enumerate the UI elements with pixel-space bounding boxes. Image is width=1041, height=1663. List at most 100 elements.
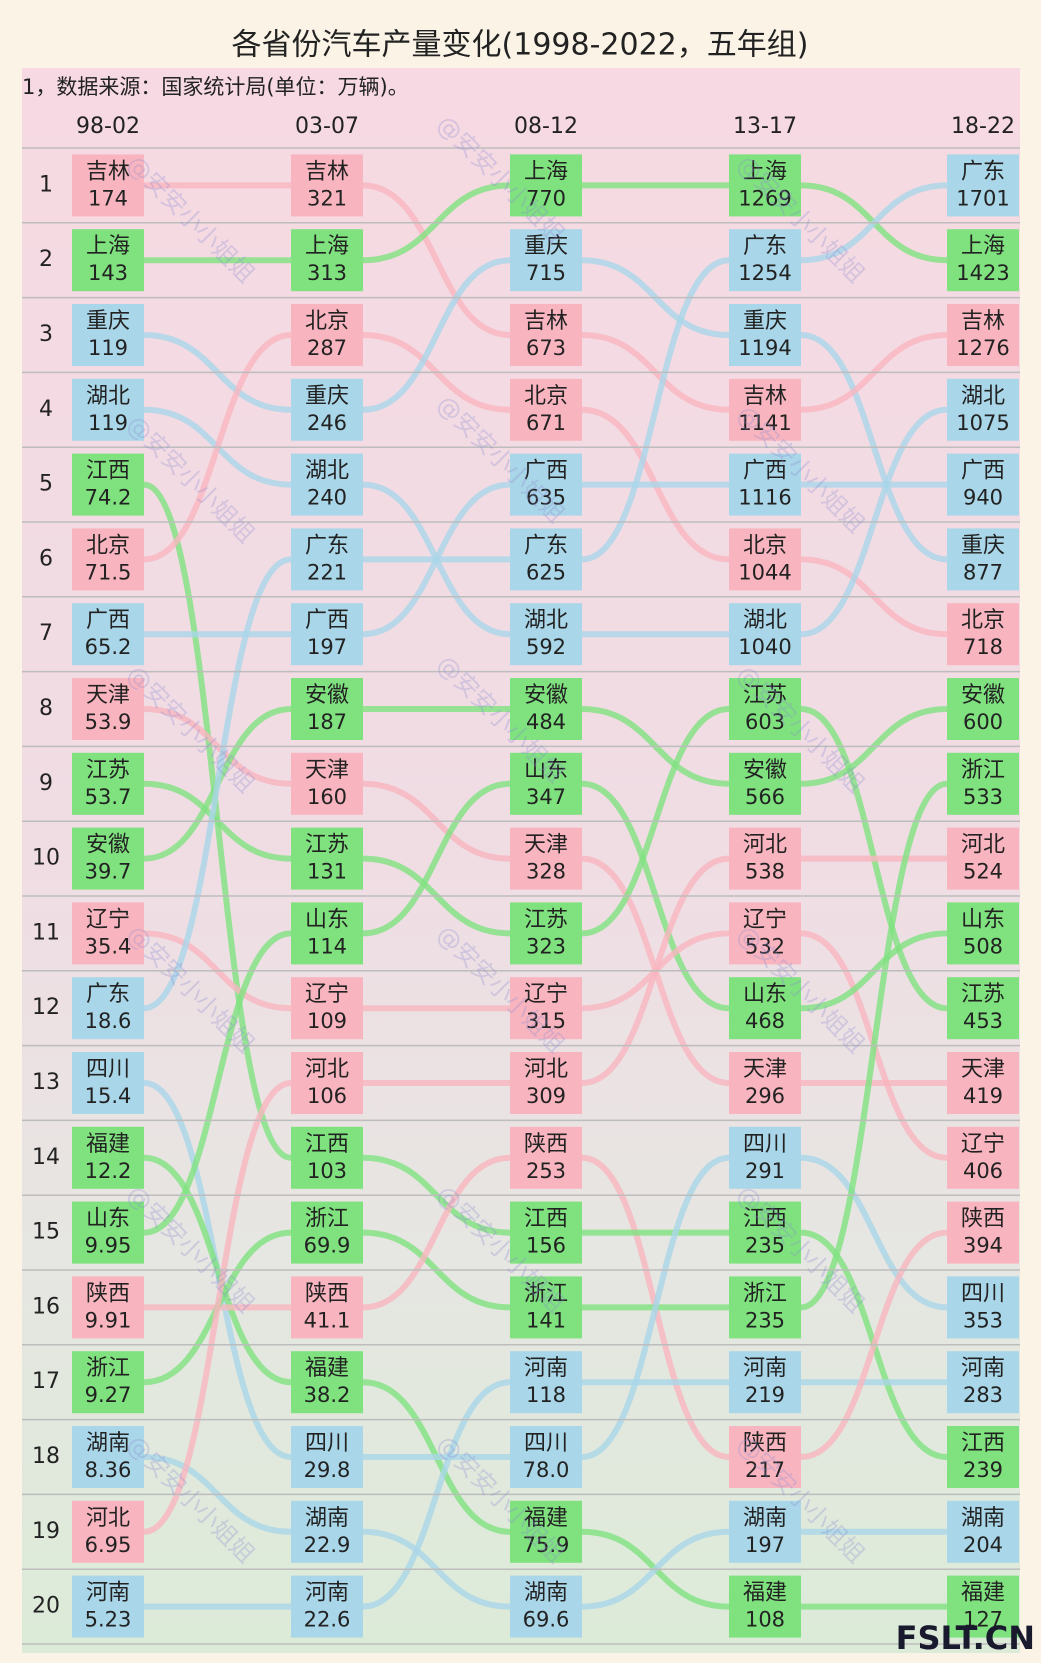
province-value: 197 xyxy=(745,1533,785,1557)
province-name: 重庆 xyxy=(86,309,130,334)
province-name: 陕西 xyxy=(305,1281,349,1306)
province-name: 山东 xyxy=(86,1207,130,1232)
province-value: 246 xyxy=(307,411,347,435)
province-box xyxy=(72,1276,144,1339)
province-name: 山东 xyxy=(961,907,1005,932)
province-value: 119 xyxy=(88,411,128,435)
province-value: 219 xyxy=(745,1383,785,1407)
province-name: 湖北 xyxy=(961,384,1005,409)
province-box xyxy=(947,678,1019,740)
province-value: 524 xyxy=(963,860,1003,884)
province-box xyxy=(72,1575,144,1638)
province-value: 1194 xyxy=(738,336,791,360)
rank-label: 14 xyxy=(32,1145,60,1170)
rank-line xyxy=(362,481,511,638)
rank-line xyxy=(581,257,730,563)
province-name: 河北 xyxy=(743,833,787,858)
province-box xyxy=(72,752,144,815)
province-name: 北京 xyxy=(961,608,1005,633)
province-value: 197 xyxy=(307,635,347,659)
province-box xyxy=(947,1126,1019,1189)
rank-label: 16 xyxy=(32,1294,60,1319)
province-name: 吉林 xyxy=(305,159,349,184)
province-name: 广西 xyxy=(743,459,787,484)
province-value: 718 xyxy=(963,635,1003,659)
province-value: 239 xyxy=(963,1458,1003,1482)
province-name: 河北 xyxy=(86,1506,130,1531)
province-name: 广东 xyxy=(743,234,787,259)
rank-line xyxy=(143,930,292,1236)
province-box xyxy=(291,603,363,666)
province-value: 323 xyxy=(526,934,566,958)
province-value: 291 xyxy=(745,1159,785,1183)
province-box xyxy=(947,453,1019,516)
province-name: 北京 xyxy=(524,384,568,409)
province-value: 1276 xyxy=(956,336,1009,360)
province-box xyxy=(291,752,363,815)
province-name: 四川 xyxy=(961,1281,1005,1306)
province-name: 浙江 xyxy=(305,1207,349,1232)
province-name: 江西 xyxy=(961,1431,1005,1456)
province-box xyxy=(291,453,363,516)
province-box xyxy=(291,902,363,965)
province-name: 陕西 xyxy=(743,1431,787,1456)
rank-label: 11 xyxy=(32,920,60,945)
province-value: 347 xyxy=(526,785,566,809)
province-name: 湖南 xyxy=(86,1431,130,1456)
province-box xyxy=(729,1052,801,1114)
province-box xyxy=(729,827,801,890)
province-name: 安徽 xyxy=(743,758,787,783)
province-value: 1116 xyxy=(738,486,791,510)
column-header: 08-12 xyxy=(514,114,578,139)
province-value: 53.7 xyxy=(85,785,132,809)
province-box xyxy=(510,902,582,965)
province-value: 235 xyxy=(745,1234,785,1258)
rank-label: 17 xyxy=(32,1369,60,1394)
province-box xyxy=(72,229,144,292)
province-box xyxy=(291,304,363,366)
province-value: 468 xyxy=(745,1009,785,1033)
province-value: 315 xyxy=(526,1009,566,1033)
rank-line xyxy=(581,1154,730,1460)
province-box xyxy=(72,1201,144,1264)
province-name: 河北 xyxy=(524,1057,568,1082)
province-box xyxy=(291,977,363,1040)
province-box xyxy=(510,1052,582,1114)
province-name: 江苏 xyxy=(524,907,568,932)
province-name: 吉林 xyxy=(524,309,568,334)
province-box xyxy=(947,1500,1019,1563)
province-name: 湖南 xyxy=(743,1506,787,1531)
rank-line xyxy=(362,182,511,338)
province-box xyxy=(729,1500,801,1563)
rank-line xyxy=(800,1154,948,1311)
province-value: 1423 xyxy=(956,261,1009,285)
rank-label: 8 xyxy=(39,696,53,721)
province-name: 陕西 xyxy=(86,1281,130,1306)
province-name: 四川 xyxy=(86,1057,130,1082)
province-name: 辽宁 xyxy=(743,907,787,932)
province-value: 106 xyxy=(307,1084,347,1108)
province-value: 143 xyxy=(88,261,128,285)
province-name: 江苏 xyxy=(305,833,349,858)
province-value: 538 xyxy=(745,860,785,884)
province-box xyxy=(510,1201,582,1264)
province-name: 辽宁 xyxy=(305,982,349,1007)
province-name: 浙江 xyxy=(524,1281,568,1306)
province-value: 174 xyxy=(88,186,128,210)
province-name: 陕西 xyxy=(524,1132,568,1157)
province-value: 141 xyxy=(526,1308,566,1332)
province-value: 603 xyxy=(745,710,785,734)
province-name: 浙江 xyxy=(743,1281,787,1306)
province-name: 广西 xyxy=(524,459,568,484)
province-box xyxy=(291,1500,363,1563)
province-box xyxy=(729,1575,801,1638)
province-box xyxy=(72,528,144,591)
province-box xyxy=(947,229,1019,292)
province-name: 江西 xyxy=(86,459,130,484)
province-value: 187 xyxy=(307,710,347,734)
province-name: 江西 xyxy=(305,1132,349,1157)
province-box xyxy=(729,1201,801,1264)
province-value: 15.4 xyxy=(85,1084,132,1108)
province-value: 484 xyxy=(526,710,566,734)
province-name: 上海 xyxy=(305,234,349,259)
